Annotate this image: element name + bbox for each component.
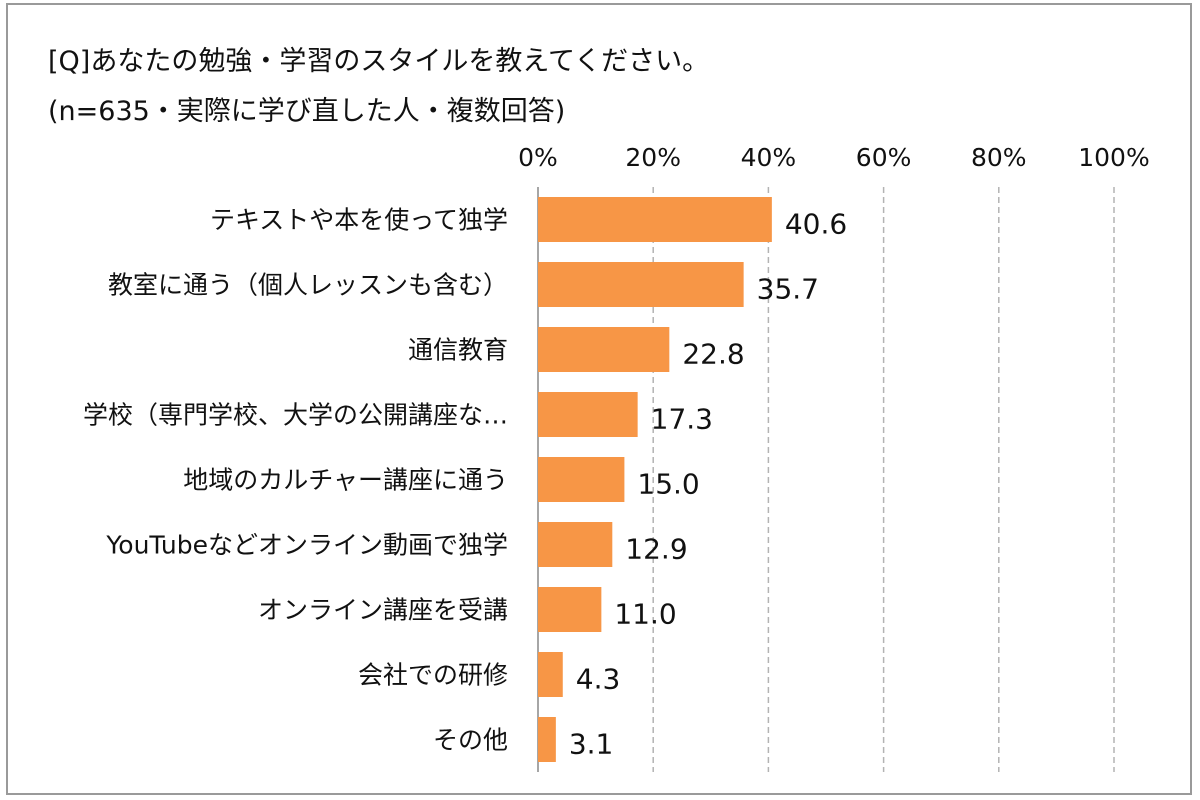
x-tick-label: 80% [971,143,1027,172]
data-label: 12.9 [625,533,687,566]
category-label: テキストや本を使って独学 [210,206,508,235]
category-label: YouTubeなどオンライン動画で独学 [105,531,508,560]
category-label: 会社での研修 [358,661,508,690]
data-label: 15.0 [637,468,699,501]
category-label: 教室に通う（個人レッスンも含む） [108,271,508,300]
data-label: 11.0 [614,598,676,631]
bar [538,197,772,242]
bar [538,262,744,307]
data-label: 17.3 [651,403,713,436]
bar [538,392,638,437]
bar [538,587,602,632]
bar [538,327,670,372]
chart-subtitle: (n=635・実際に学び直した人・複数回答) [48,96,566,127]
bars [538,197,772,762]
data-label: 4.3 [576,663,621,696]
chart-title: [Q]あなたの勉強・学習のスタイルを教えてください。 [48,46,710,77]
data-labels: 40.6 35.7 22.8 17.3 15.0 12.9 11.0 4.3 3.1 [569,208,847,761]
x-tick-label: 60% [856,143,912,172]
x-tick-label: 40% [741,143,797,172]
category-label: オンライン講座を受講 [258,596,508,625]
category-label: 学校（専門学校、大学の公開講座な… [83,401,508,430]
data-label: 22.8 [682,338,744,371]
bar [538,522,613,567]
category-label: 通信教育 [408,336,508,365]
data-label: 35.7 [757,273,819,306]
data-label: 3.1 [569,728,614,761]
bar [538,652,563,697]
category-label: その他 [433,726,508,755]
bar [538,457,625,502]
category-label: 地域のカルチャー講座に通う [183,466,508,495]
x-axis-tick-labels: 0% 20% 40% 60% 80% 100% [518,143,1150,172]
x-tick-label: 100% [1078,143,1149,172]
bar [538,717,556,762]
x-tick-label: 0% [518,143,558,172]
x-tick-label: 20% [625,143,681,172]
data-label: 40.6 [785,208,847,241]
